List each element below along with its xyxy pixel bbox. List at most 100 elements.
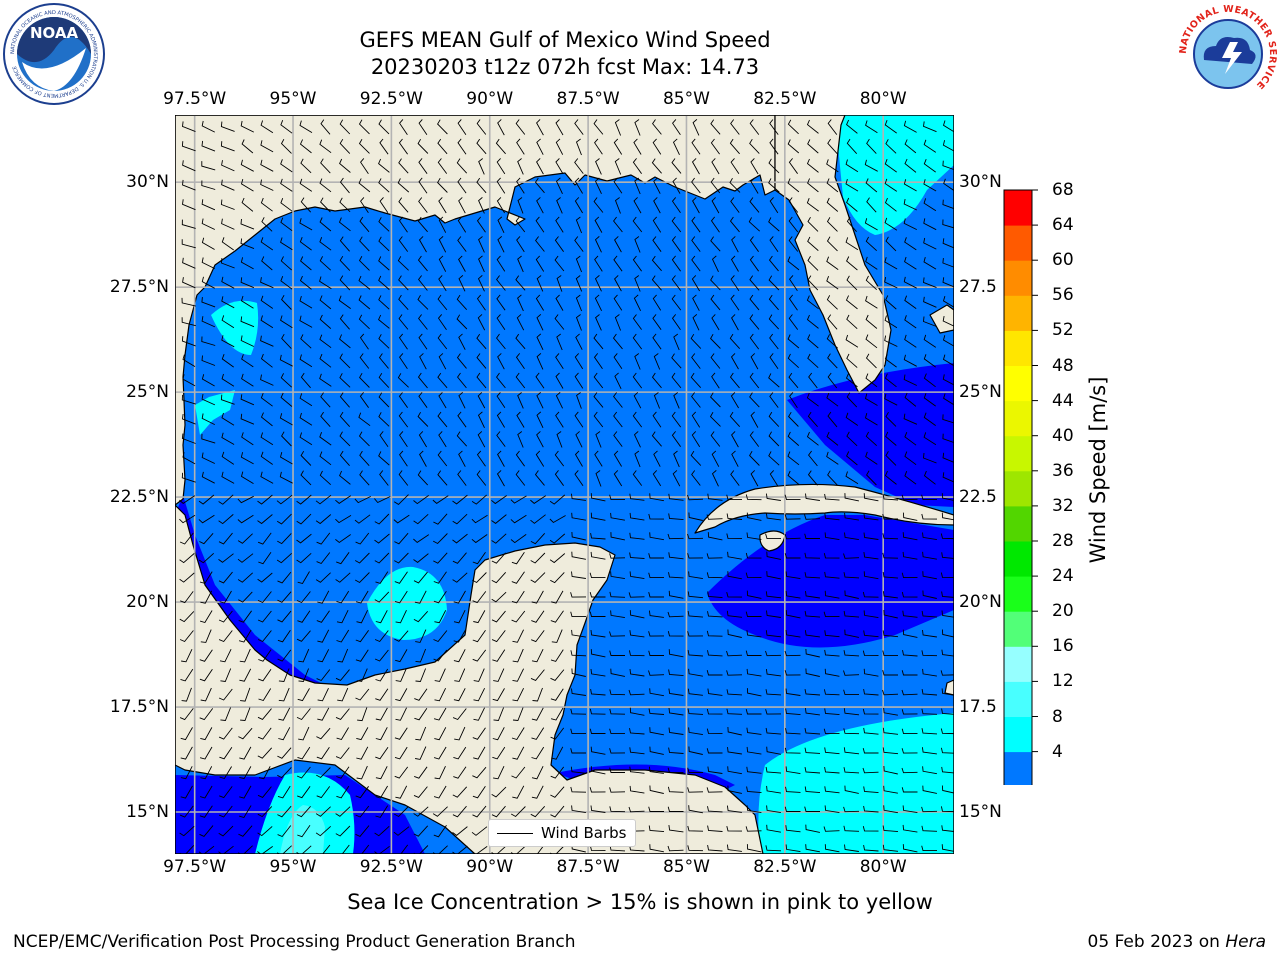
wind-barb bbox=[746, 668, 762, 677]
wind-barb bbox=[395, 707, 408, 721]
wind-barb bbox=[437, 333, 448, 350]
wind-barb bbox=[339, 119, 351, 135]
wind-barb bbox=[512, 746, 525, 760]
wind-barb bbox=[257, 747, 273, 759]
colorbar-tick-label: 52 bbox=[1052, 320, 1074, 341]
wind-barb bbox=[397, 373, 409, 388]
wind-barb bbox=[394, 532, 409, 545]
wind-barb bbox=[277, 610, 292, 623]
wind-barb bbox=[199, 668, 213, 682]
wind-barb bbox=[846, 431, 858, 447]
wind-barb bbox=[219, 590, 232, 604]
wind-barb bbox=[472, 766, 487, 779]
wind-barb bbox=[593, 353, 603, 369]
wind-barb bbox=[652, 314, 662, 330]
wind-barb bbox=[438, 392, 447, 409]
wind-barb bbox=[458, 197, 466, 214]
wind-barb bbox=[554, 470, 564, 486]
wind-barb bbox=[374, 649, 389, 662]
wind-barb bbox=[201, 257, 215, 270]
wind-barb bbox=[201, 471, 215, 484]
wind-barb bbox=[707, 825, 723, 832]
wind-barb bbox=[613, 450, 622, 467]
wind-barb bbox=[354, 495, 371, 504]
wind-barb bbox=[749, 236, 759, 252]
wind-barb bbox=[496, 158, 506, 175]
wind-barb bbox=[765, 533, 782, 540]
legend-line-swatch bbox=[497, 833, 533, 834]
wind-barb bbox=[609, 591, 626, 598]
wind-barb bbox=[419, 353, 427, 370]
wind-barb bbox=[536, 314, 544, 331]
wind-barb bbox=[515, 119, 526, 135]
wind-barb bbox=[394, 552, 409, 564]
colorbar-segment bbox=[1004, 225, 1032, 261]
wind-barb bbox=[824, 747, 840, 755]
wind-barb bbox=[827, 314, 838, 330]
wind-barb bbox=[299, 295, 313, 309]
wind-barb bbox=[629, 728, 645, 735]
wind-barb bbox=[652, 333, 662, 350]
wind-barb bbox=[471, 514, 488, 524]
wind-barb bbox=[417, 470, 429, 486]
wind-barb bbox=[239, 746, 252, 760]
wind-barb bbox=[648, 806, 664, 812]
wind-barb bbox=[768, 314, 780, 330]
wind-barb bbox=[885, 295, 897, 310]
wind-barb bbox=[531, 610, 545, 623]
wind-barb bbox=[300, 372, 311, 389]
wind-barb bbox=[745, 826, 762, 832]
wind-barb bbox=[296, 591, 311, 604]
wind-barb bbox=[220, 668, 232, 682]
wind-barb bbox=[844, 629, 859, 638]
wind-barb bbox=[511, 551, 525, 565]
wind-barb bbox=[692, 294, 700, 311]
wind-barb bbox=[437, 470, 448, 486]
wind-barb bbox=[554, 236, 564, 252]
wind-barb bbox=[433, 590, 447, 604]
colorbar-segment bbox=[1004, 681, 1032, 717]
wind-barb bbox=[788, 236, 799, 252]
wind-barb bbox=[394, 630, 409, 642]
wind-barb bbox=[711, 255, 719, 272]
wind-barb bbox=[394, 766, 409, 779]
wind-barb bbox=[398, 236, 409, 252]
wind-barb bbox=[923, 393, 936, 407]
footer-date-text: 05 Feb 2023 on bbox=[1087, 932, 1226, 952]
wind-barb bbox=[804, 689, 821, 696]
wind-barb bbox=[278, 727, 291, 741]
wind-barb bbox=[629, 747, 645, 755]
wind-barb bbox=[512, 707, 524, 721]
wind-barb bbox=[240, 159, 254, 172]
wind-barb bbox=[766, 805, 781, 814]
wind-barb bbox=[453, 629, 466, 643]
wind-barb bbox=[634, 353, 641, 370]
wind-barb bbox=[201, 180, 216, 190]
wind-barb bbox=[823, 552, 840, 559]
wind-barb bbox=[785, 590, 801, 599]
wind-barb bbox=[317, 688, 329, 702]
wind-barb bbox=[356, 727, 369, 741]
colorbar-segment bbox=[1004, 365, 1032, 402]
wind-barb bbox=[750, 353, 759, 370]
wind-barb bbox=[613, 411, 623, 428]
wind-barb bbox=[844, 512, 859, 521]
lat-tick-left: 27.5°N bbox=[109, 277, 169, 298]
wind-barb bbox=[182, 354, 196, 367]
wind-barb bbox=[336, 610, 349, 624]
wind-barb bbox=[476, 294, 486, 311]
wind-barb bbox=[629, 532, 645, 540]
wind-barb bbox=[865, 275, 878, 291]
wind-barb bbox=[575, 216, 583, 234]
wind-barb bbox=[649, 785, 664, 794]
wind-barb bbox=[787, 119, 799, 135]
wind-barb bbox=[844, 785, 859, 794]
wind-barb bbox=[648, 708, 665, 715]
wind-barb bbox=[843, 708, 860, 716]
wind-barb bbox=[199, 649, 213, 662]
wind-barb bbox=[730, 275, 740, 292]
wind-barb bbox=[727, 785, 742, 794]
wind-barb bbox=[749, 197, 760, 213]
wind-barb bbox=[807, 255, 819, 271]
wind-barb bbox=[218, 494, 234, 505]
